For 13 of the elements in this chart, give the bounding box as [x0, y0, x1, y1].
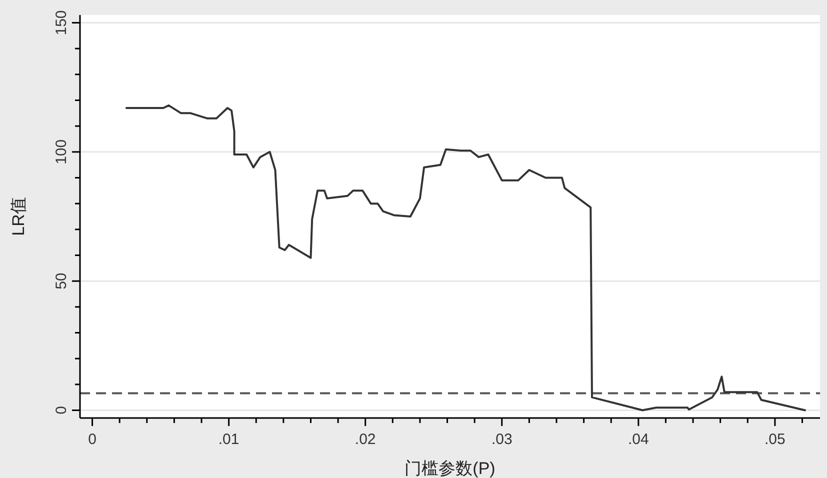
- y-axis-title: LR值: [9, 197, 28, 236]
- y-tick-label: 100: [53, 139, 70, 164]
- y-tick-label: 150: [53, 10, 70, 36]
- x-axis-title: 门槛参数(P): [404, 459, 496, 478]
- x-tick-label: .02: [354, 431, 376, 448]
- x-tick-label: .04: [628, 431, 649, 448]
- x-tick-label: 0: [88, 431, 96, 448]
- x-tick-label: .05: [764, 431, 786, 448]
- y-tick-label: 50: [53, 272, 70, 290]
- x-tick-label: .03: [491, 431, 512, 448]
- y-tick-label: 0: [53, 406, 70, 414]
- line-series: [125, 104, 806, 412]
- x-tick-label: .01: [218, 431, 240, 448]
